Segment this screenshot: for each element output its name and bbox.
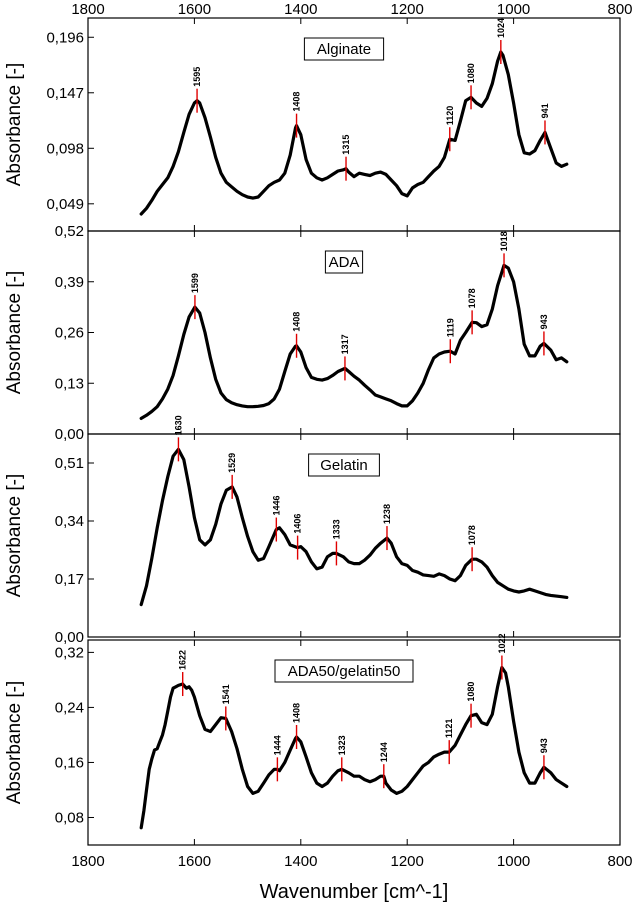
y-tick-label: 0,16	[55, 754, 84, 771]
peak-label: 1408	[292, 703, 302, 723]
y-tick-label: 0,00	[55, 629, 84, 646]
peak-label: 1630	[173, 415, 183, 435]
spectrum-line-ada	[139, 263, 569, 420]
panel-title-box	[308, 453, 380, 477]
y-tick-label: 0,34	[55, 513, 84, 530]
spectrum-line-alginate	[139, 50, 569, 216]
peak-label: 1599	[190, 273, 200, 293]
y-tick-label: 0,24	[55, 699, 84, 716]
peak-label: 1022	[497, 633, 507, 653]
peak-label: 1333	[331, 519, 341, 539]
y-axis-label: Absorbance [-]	[4, 681, 25, 805]
panel-frame	[87, 433, 621, 638]
spectrum-line-gelatin	[139, 447, 569, 607]
x-tick-label-bottom: 1600	[178, 853, 211, 870]
peak-label: 941	[540, 103, 550, 118]
y-tick-label: 0,13	[55, 375, 84, 392]
peak-label: 1119	[445, 318, 455, 337]
peak-label: 1018	[499, 231, 509, 251]
y-tick-label: 0,26	[55, 325, 84, 342]
y-tick-label: 0,098	[46, 140, 84, 157]
peak-label: 1529	[227, 453, 237, 473]
y-tick-label: 0,52	[55, 223, 84, 240]
peak-label: 1238	[382, 504, 392, 524]
x-tick-label-bottom: 1800	[71, 853, 104, 870]
peak-label: 1408	[292, 312, 302, 332]
x-axis-label: Wavenumber [cm^-1]	[260, 881, 449, 903]
peak-label: 943	[539, 314, 549, 329]
panel-title-box	[274, 659, 414, 683]
peak-label: 1595	[192, 67, 202, 87]
peak-label: 1078	[467, 525, 477, 545]
peak-label: 1024	[496, 18, 506, 38]
x-tick-label-bottom: 1200	[391, 853, 424, 870]
panel-title-box	[303, 37, 385, 61]
panel-title: Alginate	[317, 41, 371, 58]
panel-title: ADA50/gelatin50	[288, 663, 401, 680]
peak-label: 1622	[178, 650, 188, 670]
spectrum-line-ada50-gelatin50	[139, 665, 569, 830]
peak-label: 1317	[340, 334, 350, 354]
peak-label: 1541	[221, 684, 231, 704]
y-tick-label: 0,39	[55, 274, 84, 291]
x-tick-label-bottom: 1000	[497, 853, 530, 870]
peak-label: 1444	[272, 735, 282, 755]
peak-label: 1120	[445, 106, 455, 126]
peak-label: 1446	[271, 495, 281, 515]
panel-title-box	[324, 250, 364, 274]
peak-label: 1323	[337, 735, 347, 755]
x-tick-label-top: 1600	[178, 1, 211, 18]
x-tick-label-top: 1800	[71, 1, 104, 18]
y-axis-label: Absorbance [-]	[4, 474, 25, 598]
peak-label: 1080	[466, 63, 476, 83]
peak-label: 943	[539, 738, 549, 753]
panel-title: ADA	[329, 254, 360, 271]
panel-title: Gelatin	[320, 457, 368, 474]
x-tick-label-top: 800	[607, 1, 632, 18]
y-tick-label: 0,17	[55, 571, 84, 588]
peak-label: 1080	[466, 682, 476, 702]
y-tick-label: 0,147	[46, 85, 84, 102]
peak-label: 1315	[341, 135, 351, 155]
peak-label: 1408	[292, 92, 302, 112]
y-tick-label: 0,51	[55, 455, 84, 472]
y-axis-label: Absorbance [-]	[4, 271, 25, 395]
x-tick-label-top: 1400	[284, 1, 317, 18]
x-tick-label-bottom: 1400	[284, 853, 317, 870]
peak-label: 1078	[467, 288, 477, 308]
y-tick-label: 0,08	[55, 809, 84, 826]
peak-label: 1121	[444, 719, 454, 739]
panel-frame	[87, 639, 621, 846]
y-tick-label: 0,32	[55, 644, 84, 661]
x-tick-label-top: 1200	[391, 1, 424, 18]
x-tick-label-top: 1000	[497, 1, 530, 18]
peak-label: 1406	[293, 514, 303, 534]
y-tick-label: 0,049	[46, 196, 84, 213]
x-tick-label-bottom: 800	[607, 853, 632, 870]
y-tick-label: 0,196	[46, 29, 84, 46]
peak-label: 1244	[379, 742, 389, 762]
y-axis-label: Absorbance [-]	[4, 63, 25, 187]
y-tick-label: 0,00	[55, 426, 84, 443]
